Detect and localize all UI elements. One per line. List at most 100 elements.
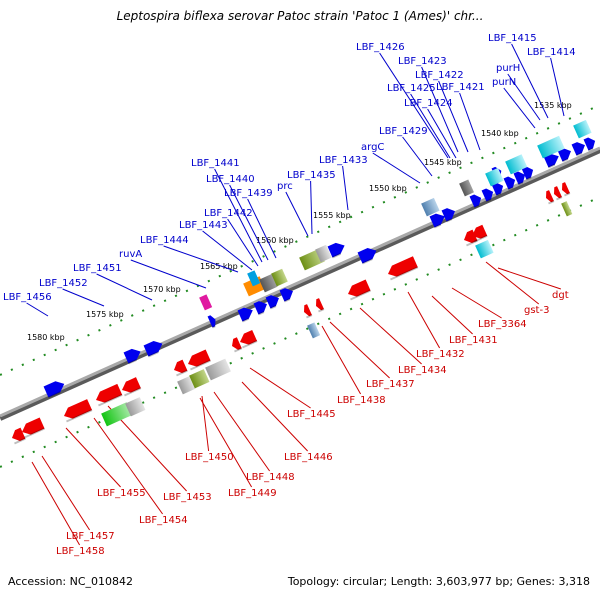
forward-gene-label-lbf-1451[interactable]: LBF_1451 — [73, 263, 122, 274]
forward-gene-label-lbf-1423[interactable]: LBF_1423 — [398, 56, 447, 67]
reverse-gene-label-lbf-3364[interactable]: LBF_3364 — [478, 319, 527, 330]
forward-gene-label-lbf-1440[interactable]: LBF_1440 — [206, 174, 255, 185]
reverse-gene-label-lbf-1450[interactable]: LBF_1450 — [185, 452, 234, 463]
reverse-gene-arrow[interactable] — [552, 186, 563, 201]
forward-gene-arrow[interactable] — [265, 293, 282, 310]
reverse-gene-label-lbf-1446[interactable]: LBF_1446 — [284, 452, 333, 463]
forward-gene-arrow[interactable] — [481, 186, 496, 203]
reverse-gene-label-lbf-1438[interactable]: LBF_1438 — [337, 395, 386, 406]
feature-block-dark[interactable] — [259, 273, 278, 293]
reverse-gene-label-gst-3[interactable]: gst-3 — [524, 305, 549, 316]
forward-gene-arrow[interactable] — [557, 146, 574, 163]
feature-block-olive[interactable] — [271, 268, 288, 287]
forward-gene-label-lbf-1415[interactable]: LBF_1415 — [488, 33, 537, 44]
forward-gene-label-prc[interactable]: prc — [277, 181, 293, 192]
reverse-gene-arrow[interactable] — [94, 383, 123, 407]
forward-gene-arrow[interactable] — [237, 305, 256, 323]
forward-gene-arrow[interactable] — [253, 299, 270, 316]
reverse-gene-arrow[interactable] — [560, 182, 571, 197]
feature-block-cyan[interactable] — [475, 239, 494, 259]
forward-gene-label-lbf-1426[interactable]: LBF_1426 — [356, 42, 405, 53]
forward-gene-label-argc[interactable]: argC — [361, 142, 384, 153]
forward-gene-arrow[interactable] — [429, 211, 448, 229]
forward-gene-label-lbf-1452[interactable]: LBF_1452 — [39, 278, 88, 289]
forward-gene-arrow[interactable] — [43, 378, 67, 399]
feature-block-green[interactable] — [101, 402, 133, 427]
feature-block-dark[interactable] — [459, 179, 474, 197]
forward-gene-label-lbf-1439[interactable]: LBF_1439 — [224, 188, 273, 199]
forward-gene-label-lbf-1444[interactable]: LBF_1444 — [140, 235, 189, 246]
forward-gene-label-lbf-1433[interactable]: LBF_1433 — [319, 155, 368, 166]
reverse-gene-label-lbf-1448[interactable]: LBF_1448 — [246, 472, 295, 483]
forward-gene-arrow[interactable] — [327, 240, 348, 259]
forward-gene-label-lbf-1425[interactable]: LBF_1425 — [387, 83, 436, 94]
forward-gene-label-lbf-1435[interactable]: LBF_1435 — [287, 170, 336, 181]
forward-gene-label-lbf-1421[interactable]: LBF_1421 — [436, 82, 485, 93]
reverse-gene-arrow[interactable] — [462, 229, 478, 247]
reverse-gene-label-lbf-1432[interactable]: LBF_1432 — [416, 349, 465, 360]
feature-block-magenta[interactable] — [199, 294, 213, 311]
reverse-gene-arrow[interactable] — [10, 427, 26, 445]
feature-block-orange[interactable] — [243, 276, 266, 297]
forward-gene-label-lbf-1414[interactable]: LBF_1414 — [527, 47, 576, 58]
forward-gene-arrow[interactable] — [571, 140, 588, 157]
feature-block-cyan[interactable] — [485, 167, 504, 187]
reverse-gene-arrow[interactable] — [62, 399, 93, 423]
reverse-gene-label-lbf-1457[interactable]: LBF_1457 — [66, 531, 115, 542]
reverse-gene-arrow[interactable] — [238, 329, 258, 349]
forward-gene-arrow[interactable] — [357, 245, 379, 265]
feature-block-cyan[interactable] — [573, 119, 592, 139]
reverse-gene-label-lbf-1454[interactable]: LBF_1454 — [139, 515, 188, 526]
reverse-gene-arrow[interactable] — [20, 417, 45, 439]
feature-block-cyan[interactable] — [505, 154, 528, 175]
feature-block-olive[interactable] — [561, 201, 573, 217]
reverse-gene-label-lbf-1431[interactable]: LBF_1431 — [449, 335, 498, 346]
feature-block-grey[interactable] — [125, 397, 146, 417]
forward-gene-label-lbf-1456[interactable]: LBF_1456 — [3, 292, 52, 303]
forward-gene-arrow[interactable] — [279, 286, 296, 303]
forward-gene-arrow[interactable] — [469, 192, 484, 209]
feature-block-grey[interactable] — [177, 375, 196, 395]
reverse-gene-arrow[interactable] — [186, 349, 211, 371]
reverse-gene-label-lbf-1434[interactable]: LBF_1434 — [398, 365, 447, 376]
forward-gene-arrow[interactable] — [583, 135, 598, 152]
forward-gene-label-lbf-1443[interactable]: LBF_1443 — [179, 220, 228, 231]
reverse-gene-label-lbf-1458[interactable]: LBF_1458 — [56, 546, 105, 557]
forward-gene-label-lbf-1442[interactable]: LBF_1442 — [204, 208, 253, 219]
reverse-gene-label-lbf-1455[interactable]: LBF_1455 — [97, 488, 146, 499]
forward-gene-arrow[interactable] — [441, 206, 458, 223]
forward-gene-arrow[interactable] — [503, 174, 518, 191]
forward-gene-label-lbf-1424[interactable]: LBF_1424 — [404, 98, 453, 109]
reverse-gene-arrow[interactable] — [314, 298, 325, 313]
reverse-gene-arrow[interactable] — [470, 224, 488, 243]
feature-block-cyan[interactable] — [537, 135, 565, 159]
reverse-gene-label-lbf-1453[interactable]: LBF_1453 — [163, 492, 212, 503]
forward-gene-arrow[interactable] — [543, 151, 562, 169]
forward-gene-arrow[interactable] — [143, 338, 165, 358]
feature-block-steel[interactable] — [307, 322, 321, 339]
reverse-gene-arrow[interactable] — [230, 337, 243, 353]
feature-block-steel[interactable] — [421, 197, 440, 217]
reverse-gene-label-lbf-1445[interactable]: LBF_1445 — [287, 409, 336, 420]
forward-gene-label-lbf-1422[interactable]: LBF_1422 — [415, 70, 464, 81]
forward-gene-arrow[interactable] — [123, 346, 144, 365]
forward-gene-label-ruva[interactable]: ruvA — [119, 249, 142, 260]
reverse-gene-label-lbf-1437[interactable]: LBF_1437 — [366, 379, 415, 390]
forward-gene-arrow[interactable] — [521, 164, 536, 181]
forward-gene-label-lbf-1441[interactable]: LBF_1441 — [191, 158, 240, 169]
feature-block-grey[interactable] — [205, 358, 231, 381]
forward-gene-label-purn[interactable]: purN — [492, 77, 516, 88]
forward-gene-label-lbf-1429[interactable]: LBF_1429 — [379, 126, 428, 137]
reverse-gene-arrow[interactable] — [120, 377, 142, 397]
forward-gene-arrow[interactable] — [491, 180, 506, 197]
reverse-gene-arrow[interactable] — [172, 359, 188, 377]
reverse-gene-arrow[interactable] — [302, 304, 313, 319]
feature-block-sky[interactable] — [247, 270, 261, 287]
reverse-gene-label-lbf-1449[interactable]: LBF_1449 — [228, 488, 277, 499]
forward-gene-arrow[interactable] — [513, 169, 528, 186]
reverse-gene-arrow[interactable] — [544, 190, 555, 205]
feature-block-olive[interactable] — [189, 369, 210, 389]
reverse-gene-label-dgt[interactable]: dgt — [552, 290, 569, 301]
forward-gene-label-purh[interactable]: purH — [496, 63, 520, 74]
reverse-gene-arrow[interactable] — [386, 256, 419, 281]
